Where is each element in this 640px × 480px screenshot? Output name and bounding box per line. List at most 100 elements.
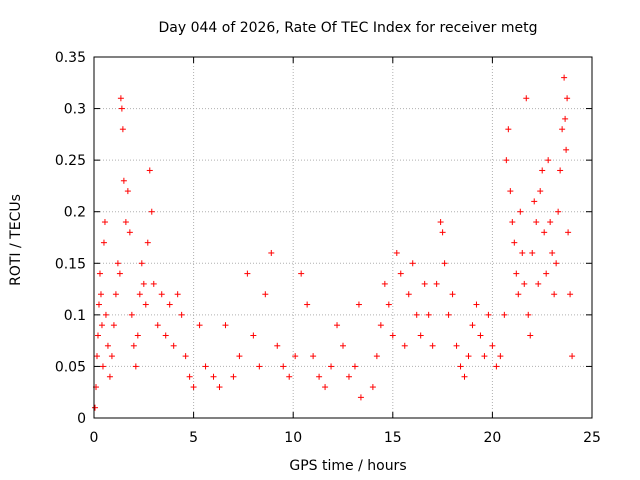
data-point bbox=[413, 311, 420, 318]
data-point bbox=[110, 322, 117, 329]
x-tick-label: 20 bbox=[483, 430, 501, 446]
x-tick-label: 25 bbox=[583, 430, 601, 446]
data-point bbox=[517, 208, 524, 215]
data-point bbox=[144, 239, 151, 246]
data-point bbox=[97, 291, 104, 298]
data-point bbox=[439, 229, 446, 236]
data-point bbox=[99, 363, 106, 370]
data-point bbox=[108, 353, 115, 360]
data-point bbox=[280, 363, 287, 370]
data-point bbox=[525, 311, 532, 318]
data-point bbox=[357, 394, 364, 401]
y-tick-label: 0.35 bbox=[55, 50, 86, 66]
data-point bbox=[543, 270, 550, 277]
data-point bbox=[202, 363, 209, 370]
data-point bbox=[449, 291, 456, 298]
data-point bbox=[433, 280, 440, 287]
data-point bbox=[96, 270, 103, 277]
data-point bbox=[561, 74, 568, 81]
data-point bbox=[91, 404, 98, 411]
data-point bbox=[262, 291, 269, 298]
data-point bbox=[124, 188, 131, 195]
data-point bbox=[425, 311, 432, 318]
data-point bbox=[515, 291, 522, 298]
data-point bbox=[216, 384, 223, 391]
data-point bbox=[369, 384, 376, 391]
data-point bbox=[134, 332, 141, 339]
data-point bbox=[481, 353, 488, 360]
data-point bbox=[551, 291, 558, 298]
data-point bbox=[569, 353, 576, 360]
y-tick-label: 0 bbox=[77, 411, 86, 427]
data-point bbox=[523, 95, 530, 102]
data-point bbox=[535, 280, 542, 287]
data-point bbox=[549, 249, 556, 256]
data-point bbox=[437, 219, 444, 226]
data-point bbox=[559, 126, 566, 133]
data-point bbox=[95, 301, 102, 308]
data-point bbox=[120, 177, 127, 184]
data-point bbox=[116, 270, 123, 277]
data-point bbox=[292, 353, 299, 360]
data-point bbox=[146, 167, 153, 174]
data-point bbox=[140, 280, 147, 287]
data-points bbox=[91, 74, 576, 411]
data-point bbox=[186, 373, 193, 380]
data-point bbox=[94, 332, 101, 339]
data-point bbox=[555, 208, 562, 215]
data-point bbox=[563, 146, 570, 153]
data-point bbox=[409, 260, 416, 267]
chart-title: Day 044 of 2026, Rate Of TEC Index for r… bbox=[159, 20, 538, 36]
data-point bbox=[453, 342, 460, 349]
y-tick-label: 0.05 bbox=[55, 359, 86, 375]
data-point bbox=[154, 322, 161, 329]
data-point bbox=[539, 167, 546, 174]
data-point bbox=[429, 342, 436, 349]
data-point bbox=[511, 239, 518, 246]
data-point bbox=[130, 342, 137, 349]
data-point bbox=[222, 322, 229, 329]
gridlines bbox=[94, 57, 592, 418]
y-axis-label: ROTI / TECUs bbox=[8, 194, 24, 286]
data-point bbox=[417, 332, 424, 339]
plot-frame bbox=[93, 56, 593, 419]
data-point bbox=[210, 373, 217, 380]
data-point bbox=[136, 291, 143, 298]
data-point bbox=[465, 353, 472, 360]
data-point bbox=[244, 270, 251, 277]
data-point bbox=[493, 363, 500, 370]
data-point bbox=[345, 373, 352, 380]
data-point bbox=[166, 301, 173, 308]
data-point bbox=[274, 342, 281, 349]
data-point bbox=[519, 249, 526, 256]
data-point bbox=[564, 95, 571, 102]
data-point bbox=[98, 322, 105, 329]
data-point bbox=[316, 373, 323, 380]
x-tick-label: 0 bbox=[90, 430, 99, 446]
data-point bbox=[501, 311, 508, 318]
data-point bbox=[256, 363, 263, 370]
data-point bbox=[190, 384, 197, 391]
data-point bbox=[112, 291, 119, 298]
data-point bbox=[513, 270, 520, 277]
data-point bbox=[531, 198, 538, 205]
data-point bbox=[93, 353, 100, 360]
data-point bbox=[541, 229, 548, 236]
data-point bbox=[138, 260, 145, 267]
data-point bbox=[196, 322, 203, 329]
data-point bbox=[101, 219, 108, 226]
data-point bbox=[142, 301, 149, 308]
data-point bbox=[529, 249, 536, 256]
data-point bbox=[128, 311, 135, 318]
data-point bbox=[373, 353, 380, 360]
data-point bbox=[100, 239, 107, 246]
data-point bbox=[547, 219, 554, 226]
data-point bbox=[328, 363, 335, 370]
data-point bbox=[250, 332, 257, 339]
data-point bbox=[104, 342, 111, 349]
data-point bbox=[562, 115, 569, 122]
x-axis-label: GPS time / hours bbox=[289, 458, 406, 474]
y-tick-label: 0.2 bbox=[64, 205, 86, 221]
y-tick-label: 0.1 bbox=[64, 308, 86, 324]
